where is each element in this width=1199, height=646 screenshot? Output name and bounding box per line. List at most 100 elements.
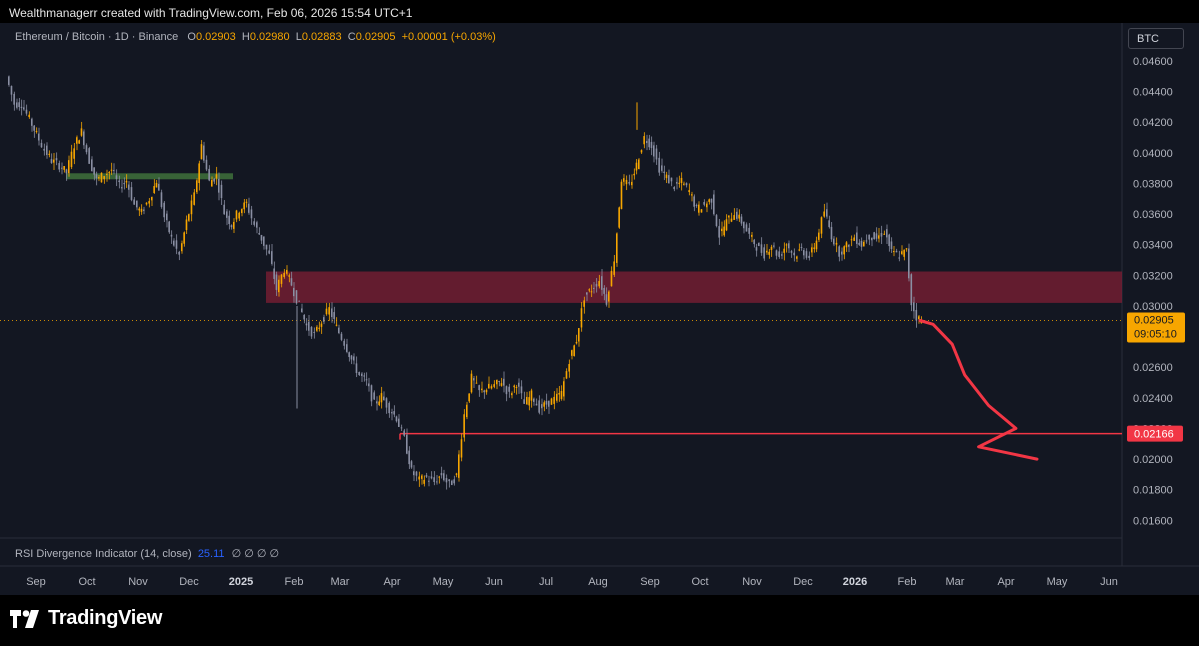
candle-body (333, 312, 335, 319)
candle-body (20, 106, 23, 109)
projection-curve[interactable] (918, 319, 1039, 461)
candle-body (588, 289, 590, 291)
time-tick-label: Oct (691, 576, 708, 588)
candle-body (38, 133, 40, 141)
candle-body (46, 145, 48, 155)
time-tick-label: Sep (26, 576, 46, 588)
candle-body (438, 476, 440, 478)
candle-body (53, 159, 55, 163)
candle-body (415, 471, 418, 476)
candle-body (448, 479, 450, 482)
candle-body (748, 227, 750, 234)
candle-body (278, 279, 280, 293)
candle-body (841, 251, 843, 255)
candle-body (605, 294, 608, 305)
candle-body (653, 145, 655, 157)
candle-body (655, 148, 658, 160)
current-price-badge[interactable] (1127, 312, 1185, 343)
candle-body (503, 378, 505, 386)
candle-body (670, 177, 673, 182)
indicator-name[interactable]: RSI Divergence Indicator (14, close) (15, 548, 192, 560)
candle-body (658, 157, 660, 173)
candle-body (853, 237, 855, 241)
candle-body (550, 398, 553, 405)
candle-body (763, 247, 765, 259)
candle-body (106, 173, 108, 175)
candle-body (121, 187, 123, 189)
candle-body (873, 232, 875, 240)
symbol-legend[interactable]: Ethereum / Bitcoin · 1D · Binance O0.029… (15, 31, 496, 43)
candle-body (796, 256, 798, 259)
candle-body (646, 140, 648, 144)
candle-body (676, 182, 678, 184)
resistance-zone[interactable] (266, 271, 1122, 303)
candle-body (751, 234, 753, 237)
candle-body (63, 166, 65, 170)
chart-area[interactable] (0, 23, 1199, 595)
time-tick-label: Feb (898, 576, 917, 588)
candle-body (28, 114, 30, 118)
candle-body (573, 345, 575, 357)
candle-body (331, 308, 333, 318)
candle-body (908, 248, 910, 279)
candle-body (340, 333, 343, 340)
candle-body (181, 243, 183, 252)
candle-body (533, 398, 535, 402)
support-level-badge[interactable] (1127, 425, 1183, 442)
candle-body (890, 241, 893, 249)
candle-body (463, 414, 465, 438)
candle-body (25, 109, 28, 114)
candle-body (698, 204, 700, 213)
high-label: H (241, 31, 250, 43)
time-tick-label: Oct (78, 576, 95, 588)
candle-body (80, 128, 83, 136)
candle-body (211, 180, 213, 187)
candle-body (595, 283, 598, 287)
support-zone-green[interactable] (66, 173, 233, 180)
candle-body (358, 372, 360, 376)
candle-body (628, 182, 630, 184)
candle-body (708, 199, 710, 202)
candle-body (515, 386, 518, 388)
candle-body (243, 202, 245, 210)
candle-body (353, 356, 355, 361)
candle-body (263, 236, 265, 246)
low-label: L (295, 31, 302, 43)
candle-body (620, 181, 623, 209)
candle-body (168, 221, 170, 233)
candle-body (738, 214, 740, 219)
candle-body (455, 473, 458, 475)
candle-body (198, 163, 200, 184)
candle-body (215, 174, 218, 179)
candle-body (410, 461, 413, 468)
indicator-legend[interactable]: RSI Divergence Indicator (14, close) 25.… (15, 547, 279, 560)
candle-body (138, 208, 140, 211)
candle-body (98, 177, 100, 179)
candle-body (898, 257, 900, 259)
candle-body (803, 250, 805, 256)
candle-body (828, 220, 830, 228)
candle-body (338, 327, 340, 334)
candle-body (668, 175, 670, 184)
candle-body (903, 249, 905, 257)
candle-body (65, 169, 68, 174)
candle-body (310, 327, 313, 337)
tradingview-logo[interactable]: TradingView (10, 607, 162, 630)
candle-body (170, 234, 173, 237)
symbol-name[interactable]: Ethereum / Bitcoin · 1D · Binance (15, 31, 179, 43)
currency-button[interactable]: BTC (1128, 28, 1184, 49)
candle-body (623, 178, 625, 182)
candle-body (800, 246, 803, 248)
price-tick-label: 0.04600 (1133, 56, 1173, 68)
candle-body (788, 243, 790, 249)
overlay-layer (918, 319, 1039, 461)
candle-body (395, 416, 398, 422)
candle-body (695, 205, 698, 207)
candle-body (493, 384, 495, 387)
candle-body (613, 261, 615, 275)
candle-body (230, 225, 233, 228)
candle-body (115, 175, 118, 180)
price-tick-label: 0.03000 (1133, 301, 1173, 313)
candle-body (580, 308, 583, 328)
